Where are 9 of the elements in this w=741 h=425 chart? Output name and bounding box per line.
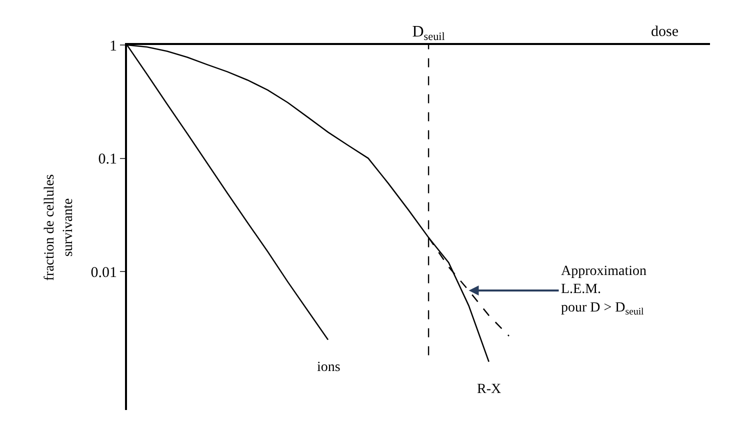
- x-tick-label: D$_{seuil}$: [412, 24, 445, 43]
- y-tick-label: 0.01: [90, 264, 117, 281]
- text: Approximation L.E.M. pour D > D$_{seuil}$: [561, 264, 647, 318]
- y-tick-label: 0.1: [98, 152, 117, 168]
- y-tick-label: 1: [110, 38, 117, 54]
- series-label: R-X: [477, 382, 502, 397]
- series-label: ions: [317, 360, 340, 375]
- x-axis-title: dose: [651, 24, 679, 40]
- y-axis-title: fraction de cellules survivante: [42, 174, 76, 281]
